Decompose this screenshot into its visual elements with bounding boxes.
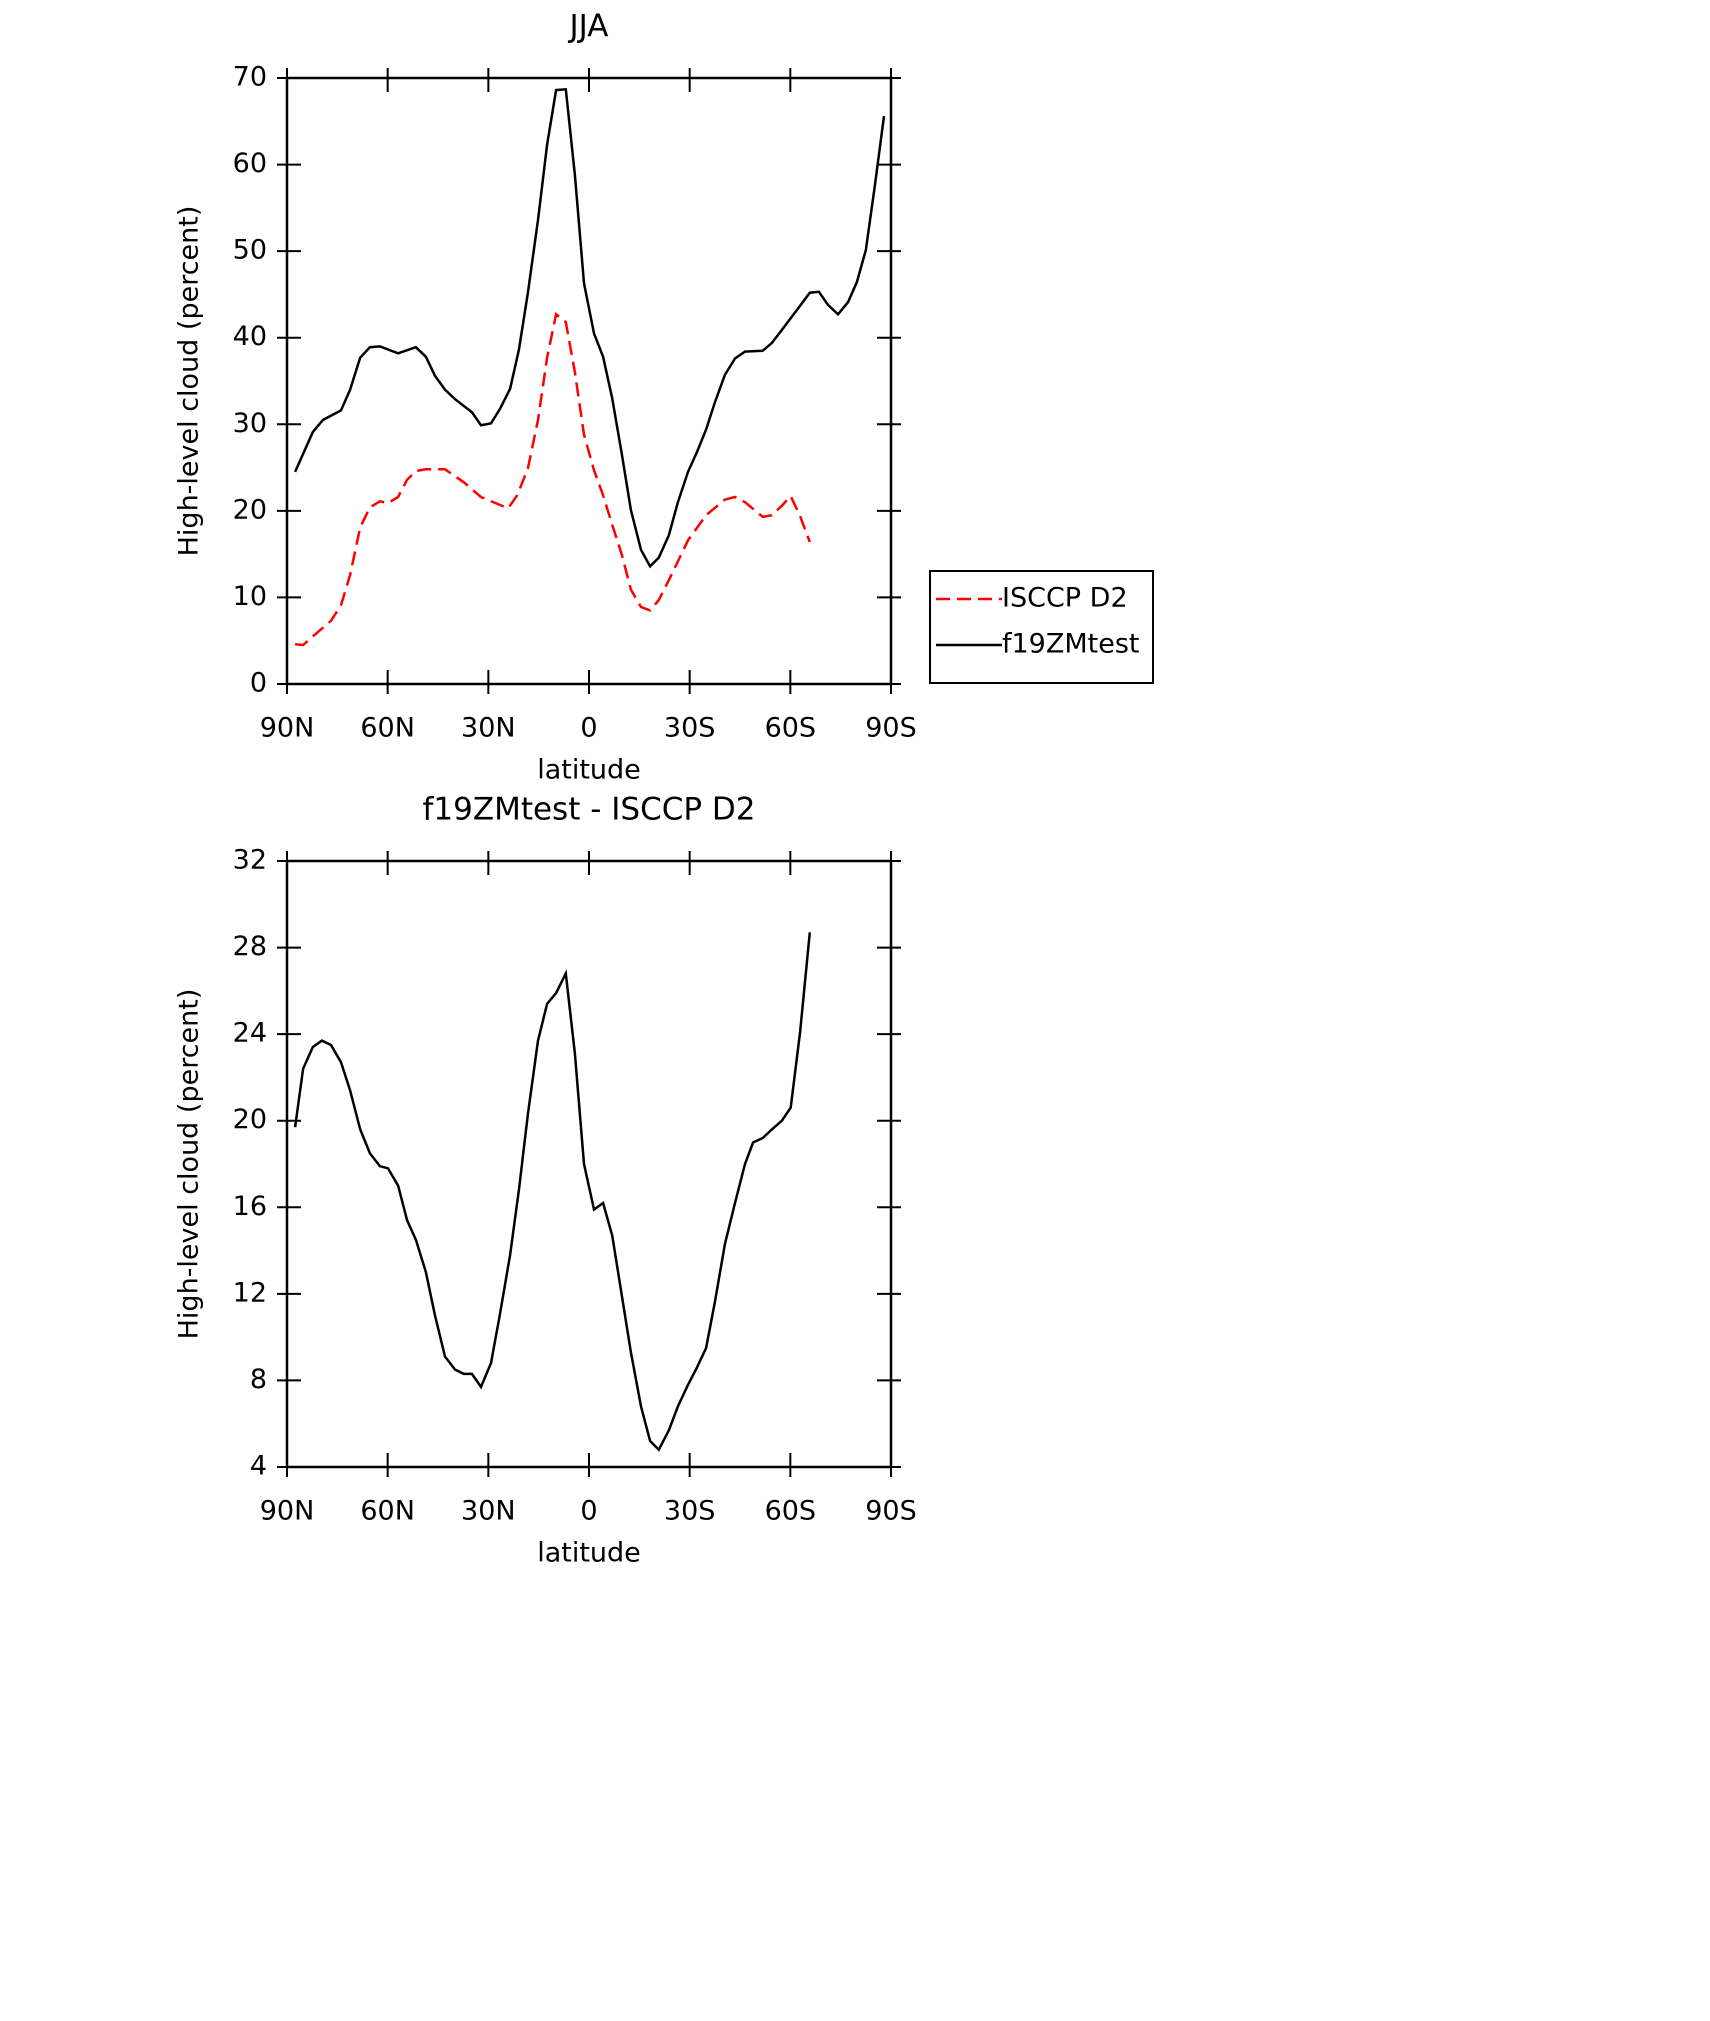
y-tick-label: 40: [233, 321, 267, 352]
y-tick-label: 12: [233, 1277, 267, 1308]
y-tick-label: 50: [233, 235, 267, 266]
y-tick-label: 28: [233, 931, 267, 962]
y-tick-label: 10: [233, 581, 267, 612]
x-tick-label: 90N: [260, 713, 315, 744]
y-tick-label: 60: [233, 148, 267, 179]
data-line: [293, 932, 812, 1452]
y-tick-label: 24: [233, 1018, 267, 1049]
y-axis-label: High-level cloud (percent): [174, 206, 205, 557]
x-tick-label: 0: [580, 1496, 597, 1527]
x-tick-label: 60S: [765, 713, 817, 744]
y-tick-label: 4: [250, 1451, 267, 1482]
x-tick-label: 90S: [865, 1496, 917, 1527]
y-tick-label: 32: [233, 845, 267, 876]
y-tick-label: 16: [233, 1191, 267, 1222]
y-tick-label: 20: [233, 494, 267, 525]
legend-label: ISCCP D2: [1002, 583, 1128, 614]
data-line: [294, 312, 811, 647]
legend-box: [929, 570, 1154, 684]
x-tick-label: 30S: [664, 713, 716, 744]
y-axis-label: High-level cloud (percent): [174, 989, 205, 1340]
x-tick-label: 30S: [664, 1496, 716, 1527]
y-tick-label: 0: [250, 668, 267, 699]
x-tick-label: 90S: [865, 713, 917, 744]
plot-frame: [285, 859, 893, 1469]
x-tick-label: 90N: [260, 1496, 315, 1527]
chart-title: JJA: [568, 9, 609, 45]
data-line: [293, 87, 886, 569]
x-tick-label: 0: [580, 713, 597, 744]
x-tick-label: 60N: [360, 713, 415, 744]
x-tick-label: 60N: [360, 1496, 415, 1527]
legend-label: f19ZMtest: [1002, 629, 1140, 660]
x-tick-label: 30N: [461, 1496, 516, 1527]
chart-title: f19ZMtest - ISCCP D2: [422, 792, 755, 828]
y-tick-label: 8: [250, 1364, 267, 1395]
plot-frame: [285, 76, 893, 686]
y-tick-label: 30: [233, 408, 267, 439]
y-tick-label: 20: [233, 1104, 267, 1135]
x-axis-label: latitude: [537, 755, 641, 786]
x-tick-label: 60S: [765, 1496, 817, 1527]
x-tick-label: 30N: [461, 713, 516, 744]
x-axis-label: latitude: [537, 1538, 641, 1569]
y-tick-label: 70: [233, 62, 267, 93]
